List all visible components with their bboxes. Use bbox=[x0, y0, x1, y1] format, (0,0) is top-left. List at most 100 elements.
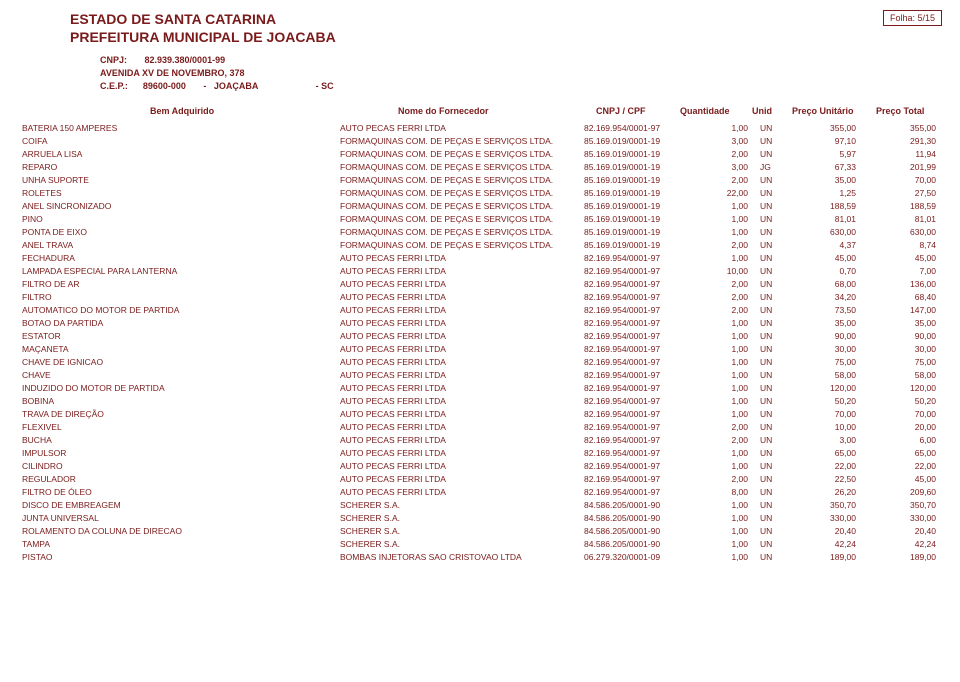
cell-unid: UN bbox=[760, 447, 772, 460]
cell-preco-unitario: 90,00 bbox=[800, 330, 856, 343]
cell-cnpj: 82.169.954/0001-97 bbox=[584, 317, 660, 330]
cell-cnpj: 82.169.954/0001-97 bbox=[584, 356, 660, 369]
cell-bem: FILTRO DE ÓLEO bbox=[22, 486, 92, 499]
header-cnpj: CNPJ / CPF bbox=[596, 106, 646, 116]
cell-unid: UN bbox=[760, 369, 772, 382]
header-preco-total: Preço Total bbox=[876, 106, 924, 116]
cell-quantidade: 22,00 bbox=[708, 187, 748, 200]
cell-bem: BUCHA bbox=[22, 434, 52, 447]
cell-bem: MAÇANETA bbox=[22, 343, 69, 356]
cell-bem: INDUZIDO DO MOTOR DE PARTIDA bbox=[22, 382, 165, 395]
cep-line: C.E.P.: 89600-000 - JOAÇABA - SC bbox=[100, 80, 960, 93]
cell-preco-unitario: 120,00 bbox=[800, 382, 856, 395]
cell-preco-total: 75,00 bbox=[880, 356, 936, 369]
cell-fornecedor: SCHERER S.A. bbox=[340, 512, 400, 525]
header-region: ESTADO DE SANTA CATARINA PREFEITURA MUNI… bbox=[0, 0, 960, 46]
column-headers: Bem Adquirido Nome do Fornecedor CNPJ / … bbox=[0, 106, 960, 120]
cell-quantidade: 1,00 bbox=[708, 447, 748, 460]
cell-unid: UN bbox=[760, 317, 772, 330]
cell-cnpj: 85.169.019/0001-19 bbox=[584, 135, 660, 148]
cell-unid: UN bbox=[760, 213, 772, 226]
cell-preco-total: 188,59 bbox=[880, 200, 936, 213]
cell-quantidade: 3,00 bbox=[708, 161, 748, 174]
folha-box: Folha: 5/15 bbox=[883, 10, 942, 26]
cell-preco-total: 120,00 bbox=[880, 382, 936, 395]
cell-preco-unitario: 30,00 bbox=[800, 343, 856, 356]
cell-fornecedor: AUTO PECAS FERRI LTDA bbox=[340, 252, 446, 265]
cell-quantidade: 3,00 bbox=[708, 135, 748, 148]
table-row: REGULADORAUTO PECAS FERRI LTDA82.169.954… bbox=[0, 473, 960, 486]
cell-preco-unitario: 73,50 bbox=[800, 304, 856, 317]
table-row: COIFAFORMAQUINAS COM. DE PEÇAS E SERVIÇO… bbox=[0, 135, 960, 148]
cell-preco-unitario: 22,00 bbox=[800, 460, 856, 473]
cell-preco-unitario: 58,00 bbox=[800, 369, 856, 382]
cell-preco-unitario: 68,00 bbox=[800, 278, 856, 291]
cell-preco-unitario: 45,00 bbox=[800, 252, 856, 265]
cell-cnpj: 85.169.019/0001-19 bbox=[584, 226, 660, 239]
cell-cnpj: 82.169.954/0001-97 bbox=[584, 252, 660, 265]
cell-preco-unitario: 67,33 bbox=[800, 161, 856, 174]
cell-preco-unitario: 42,24 bbox=[800, 538, 856, 551]
cell-preco-unitario: 5,97 bbox=[800, 148, 856, 161]
cell-fornecedor: AUTO PECAS FERRI LTDA bbox=[340, 330, 446, 343]
cell-preco-total: 201,99 bbox=[880, 161, 936, 174]
cell-unid: UN bbox=[760, 551, 772, 564]
cell-quantidade: 1,00 bbox=[708, 343, 748, 356]
cell-bem: BOTAO DA PARTIDA bbox=[22, 317, 103, 330]
cell-fornecedor: AUTO PECAS FERRI LTDA bbox=[340, 265, 446, 278]
cell-preco-total: 70,00 bbox=[880, 174, 936, 187]
table-row: CHAVEAUTO PECAS FERRI LTDA82.169.954/000… bbox=[0, 369, 960, 382]
cell-preco-total: 45,00 bbox=[880, 252, 936, 265]
cell-cnpj: 82.169.954/0001-97 bbox=[584, 265, 660, 278]
cell-bem: ANEL SINCRONIZADO bbox=[22, 200, 111, 213]
cell-cnpj: 84.586.205/0001-90 bbox=[584, 525, 660, 538]
table-row: UNHA SUPORTEFORMAQUINAS COM. DE PEÇAS E … bbox=[0, 174, 960, 187]
cell-preco-total: 58,00 bbox=[880, 369, 936, 382]
cell-cnpj: 06.279.320/0001-09 bbox=[584, 551, 660, 564]
cell-bem: FILTRO bbox=[22, 291, 52, 304]
cell-unid: UN bbox=[760, 330, 772, 343]
cell-unid: UN bbox=[760, 434, 772, 447]
cell-unid: UN bbox=[760, 122, 772, 135]
cell-unid: UN bbox=[760, 395, 772, 408]
cell-unid: UN bbox=[760, 187, 772, 200]
table-row: TRAVA DE DIREÇÃOAUTO PECAS FERRI LTDA82.… bbox=[0, 408, 960, 421]
cell-cnpj: 85.169.019/0001-19 bbox=[584, 161, 660, 174]
cell-unid: UN bbox=[760, 343, 772, 356]
cell-cnpj: 84.586.205/0001-90 bbox=[584, 499, 660, 512]
cell-cnpj: 84.586.205/0001-90 bbox=[584, 538, 660, 551]
cell-quantidade: 1,00 bbox=[708, 382, 748, 395]
cell-preco-unitario: 70,00 bbox=[800, 408, 856, 421]
cell-cnpj: 84.586.205/0001-90 bbox=[584, 512, 660, 525]
cell-fornecedor: AUTO PECAS FERRI LTDA bbox=[340, 421, 446, 434]
cell-unid: UN bbox=[760, 252, 772, 265]
cell-quantidade: 2,00 bbox=[708, 174, 748, 187]
cell-quantidade: 1,00 bbox=[708, 551, 748, 564]
cell-preco-total: 68,40 bbox=[880, 291, 936, 304]
cell-cnpj: 85.169.019/0001-19 bbox=[584, 239, 660, 252]
cell-cnpj: 82.169.954/0001-97 bbox=[584, 369, 660, 382]
cell-fornecedor: AUTO PECAS FERRI LTDA bbox=[340, 356, 446, 369]
cell-preco-unitario: 75,00 bbox=[800, 356, 856, 369]
cell-preco-total: 65,00 bbox=[880, 447, 936, 460]
cell-preco-unitario: 189,00 bbox=[800, 551, 856, 564]
header-unid: Unid bbox=[752, 106, 772, 116]
cell-cnpj: 82.169.954/0001-97 bbox=[584, 343, 660, 356]
cell-cnpj: 82.169.954/0001-97 bbox=[584, 278, 660, 291]
cell-quantidade: 1,00 bbox=[708, 252, 748, 265]
cell-unid: UN bbox=[760, 486, 772, 499]
cell-quantidade: 1,00 bbox=[708, 369, 748, 382]
cell-bem: PINO bbox=[22, 213, 43, 226]
cell-preco-unitario: 630,00 bbox=[800, 226, 856, 239]
cell-preco-unitario: 26,20 bbox=[800, 486, 856, 499]
cell-fornecedor: AUTO PECAS FERRI LTDA bbox=[340, 382, 446, 395]
cell-bem: AUTOMATICO DO MOTOR DE PARTIDA bbox=[22, 304, 179, 317]
table-row: BOBINAAUTO PECAS FERRI LTDA82.169.954/00… bbox=[0, 395, 960, 408]
cell-quantidade: 1,00 bbox=[708, 538, 748, 551]
table-row: CHAVE DE IGNICAOAUTO PECAS FERRI LTDA82.… bbox=[0, 356, 960, 369]
cell-cnpj: 85.169.019/0001-19 bbox=[584, 187, 660, 200]
table-row: ARRUELA LISAFORMAQUINAS COM. DE PEÇAS E … bbox=[0, 148, 960, 161]
table-row: BATERIA 150 AMPERESAUTO PECAS FERRI LTDA… bbox=[0, 122, 960, 135]
cell-fornecedor: AUTO PECAS FERRI LTDA bbox=[340, 486, 446, 499]
cell-fornecedor: FORMAQUINAS COM. DE PEÇAS E SERVIÇOS LTD… bbox=[340, 226, 553, 239]
